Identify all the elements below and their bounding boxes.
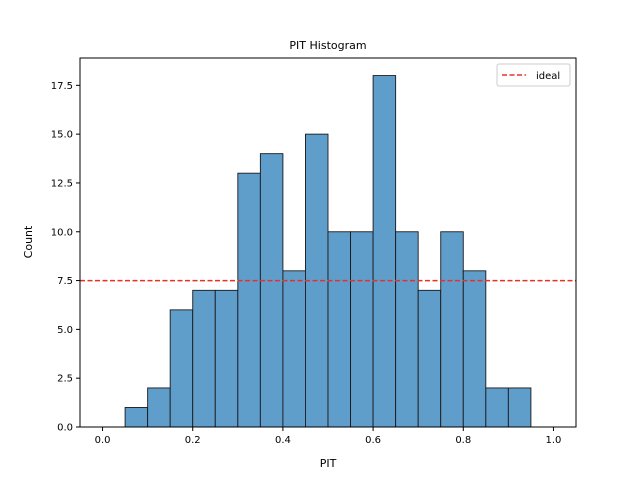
histogram-bar xyxy=(327,231,351,428)
x-tick-label: 1.0 xyxy=(546,435,562,446)
histogram-bar xyxy=(372,75,397,428)
legend-ideal-label: ideal xyxy=(536,71,560,82)
histogram-bar xyxy=(147,387,171,428)
x-tick-label: 0.0 xyxy=(95,435,111,446)
y-tick-label: 15.0 xyxy=(51,130,73,141)
x-tick-label: 0.2 xyxy=(185,435,201,446)
histogram-bar xyxy=(124,407,149,428)
y-tick-label: 0.0 xyxy=(57,423,73,434)
histogram-bars xyxy=(124,75,532,428)
chart-title: PIT Histogram xyxy=(289,39,366,52)
x-tick-label: 0.6 xyxy=(365,435,381,446)
y-tick-label: 17.5 xyxy=(51,81,73,92)
x-tick-label: 0.8 xyxy=(455,435,471,446)
histogram-bar xyxy=(214,289,239,428)
histogram-bar xyxy=(440,231,464,428)
y-tick-label: 12.5 xyxy=(51,178,73,189)
histogram-bar xyxy=(192,289,216,428)
histogram-bar xyxy=(259,153,284,428)
legend: ideal xyxy=(496,63,571,87)
histogram-bar xyxy=(485,387,509,428)
y-tick-label: 5.0 xyxy=(57,325,73,336)
y-axis-label: Count xyxy=(22,225,35,258)
y-tick-label: 10.0 xyxy=(51,227,73,238)
y-axis-ticks: 0.0 2.5 5.0 7.5 10.0 12.5 15.0 17.5 xyxy=(51,81,80,434)
histogram-bar xyxy=(282,270,306,428)
histogram-bar xyxy=(169,309,194,428)
histogram-bar xyxy=(417,289,442,428)
histogram-bar xyxy=(237,172,261,428)
x-tick-label: 0.4 xyxy=(275,435,291,446)
histogram-bar xyxy=(507,387,532,428)
plot-frame xyxy=(79,57,577,428)
x-axis-ticks: 0.0 0.2 0.4 0.6 0.8 1.0 xyxy=(95,427,562,446)
histogram-bar xyxy=(395,231,419,428)
legend-box xyxy=(496,63,571,87)
histogram-bar xyxy=(462,270,487,428)
y-tick-label: 2.5 xyxy=(57,374,73,385)
histogram-bar xyxy=(350,231,374,428)
y-tick-label: 7.5 xyxy=(57,276,73,287)
x-axis-label: PIT xyxy=(320,457,337,470)
